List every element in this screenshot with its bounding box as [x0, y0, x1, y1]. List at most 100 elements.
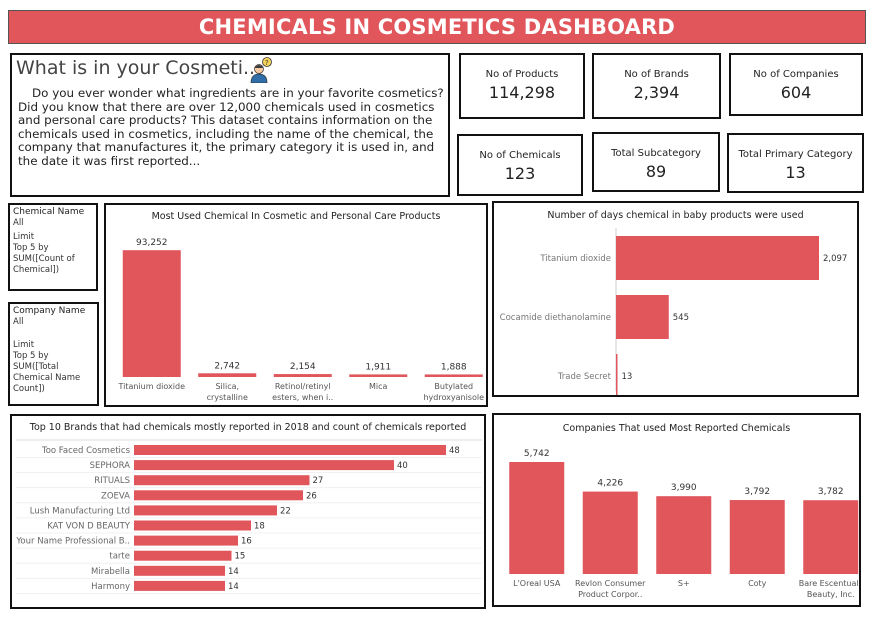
category-label: Revlon Consumer Product Corpor..: [575, 579, 646, 599]
kpi-value: 2,394: [633, 83, 680, 102]
category-label: KAT VON D BEAUTY: [47, 522, 131, 532]
bar: [803, 500, 859, 574]
bar: [134, 550, 232, 561]
data-label: 22: [280, 506, 291, 516]
data-label: 14: [228, 582, 239, 592]
bar: [134, 490, 303, 501]
category-label: RITUALS: [94, 476, 130, 486]
bar: [134, 535, 238, 546]
filter-limit-label: Limit: [13, 232, 35, 242]
bar: [616, 295, 669, 339]
kpi-label: No of Companies: [753, 69, 839, 80]
dashboard-title: CHEMICALS IN COSMETICS DASHBOARD: [8, 10, 866, 44]
data-label: 93,252: [136, 238, 168, 248]
kpi-value: 604: [780, 83, 812, 102]
chart-title: Number of days chemical in baby products…: [547, 210, 804, 221]
bar: [134, 445, 446, 455]
kpi-brands: No of Brands 2,394: [592, 53, 721, 119]
category-label: Cocamide diethanolamine: [500, 313, 611, 323]
filter-limit-text: Top 5 by SUM([Total Chemical Name Count]…: [13, 351, 81, 394]
category-label: S+: [678, 579, 690, 588]
data-label: 3,792: [744, 487, 770, 497]
bar: [134, 580, 225, 591]
category-label: Mica: [369, 382, 388, 391]
category-label: Your Name Professional B..: [15, 537, 130, 547]
bar: [582, 491, 638, 574]
data-label: 18: [254, 522, 265, 532]
category-label: Harmony: [91, 582, 130, 592]
chart-title: Most Used Chemical In Cosmetic and Perso…: [151, 211, 441, 222]
category-label: L'Oreal USA: [513, 579, 561, 588]
kpi-companies: No of Companies 604: [729, 53, 863, 116]
category-label: Butylated hydroxyanisole: [423, 382, 484, 402]
data-label: 2,154: [290, 362, 316, 372]
intro-title: What is in your Cosmeti..: [16, 57, 256, 79]
data-label: 545: [673, 313, 689, 323]
category-label: Too Faced Cosmetics: [41, 446, 131, 456]
data-label: 3,990: [671, 483, 697, 493]
category-label: Trade Secret: [557, 372, 612, 382]
data-label: 4,226: [597, 479, 623, 489]
data-label: 1,888: [441, 362, 467, 372]
svg-text:?: ?: [265, 59, 269, 67]
intro-text: Do you ever wonder what ingredients are …: [18, 86, 444, 168]
bar: [729, 500, 785, 574]
kpi-label: Total Subcategory: [611, 148, 701, 159]
kpi-value: 114,298: [488, 83, 556, 102]
kpi-chemicals: No of Chemicals 123: [457, 134, 583, 196]
category-label: Bare Escentuals Beauty, Inc.: [799, 579, 859, 599]
kpi-subcategory: Total Subcategory 89: [592, 132, 720, 192]
category-label: SEPHORA: [90, 461, 131, 471]
category-label: Mirabella: [91, 567, 130, 577]
bar: [134, 565, 225, 576]
kpi-label: No of Brands: [624, 69, 689, 80]
category-label: Lush Manufacturing Ltd: [30, 506, 130, 516]
filter-title: Chemical Name: [13, 207, 85, 217]
top-brands-chart: Top 10 Brands that had chemicals mostly …: [10, 414, 486, 609]
data-label: 27: [313, 476, 324, 486]
data-label: 14: [228, 567, 239, 577]
data-label: 40: [397, 461, 408, 471]
intro-panel: What is in your Cosmeti.. ? Do you ever …: [10, 53, 450, 197]
category-label: Retinol/retinyl esters, when i..: [272, 382, 333, 402]
filter-value[interactable]: All: [13, 218, 24, 228]
category-label: tarte: [109, 552, 130, 562]
bar: [134, 505, 277, 516]
kpi-products: No of Products 114,298: [459, 53, 585, 119]
data-label: 16: [241, 537, 252, 547]
data-label: 1,911: [365, 362, 391, 372]
most-used-chemical-chart: Most Used Chemical In Cosmetic and Perso…: [104, 203, 488, 407]
person-thinking-icon: ?: [250, 57, 272, 87]
filter-value[interactable]: All: [13, 317, 24, 327]
bar: [656, 496, 712, 574]
data-label: 2,742: [214, 361, 240, 371]
chart-title: Top 10 Brands that had chemicals mostly …: [29, 422, 467, 433]
kpi-primary-category: Total Primary Category 13: [727, 133, 864, 193]
kpi-label: Total Primary Category: [738, 149, 853, 160]
bar: [134, 460, 394, 471]
kpi-value: 89: [645, 162, 667, 181]
company-name-filter[interactable]: Company Name All Limit Top 5 by SUM([Tot…: [8, 302, 99, 406]
data-label: 5,742: [524, 449, 550, 459]
baby-products-chart-svg: Titanium dioxide 2,097 Cocamide diethanola…: [500, 228, 847, 395]
chemical-name-filter[interactable]: Chemical Name All Limit Top 5 by SUM([Co…: [8, 203, 98, 291]
data-label: 13: [622, 372, 633, 382]
top-brands-chart-svg: Too Faced Cosmetics 48 SEPHORA 40 RITUALS 27 Z…: [15, 439, 482, 594]
chart-title: Companies That used Most Reported Chemic…: [562, 423, 791, 434]
kpi-label: No of Chemicals: [479, 150, 561, 161]
data-label: 48: [449, 446, 460, 456]
bar: [424, 374, 483, 377]
filter-limit-text: Top 5 by SUM([Count of Chemical]): [13, 243, 75, 275]
category-label: Titanium dioxide: [117, 382, 185, 391]
kpi-label: No of Products: [485, 69, 559, 80]
bar: [509, 462, 565, 574]
bar: [616, 236, 819, 280]
filter-title: Company Name: [13, 306, 86, 316]
data-label: 2,097: [823, 254, 847, 264]
data-label: 15: [235, 552, 246, 562]
most-used-chart-svg: 93,252 Titanium dioxide 2,742 Silica, crysta…: [117, 238, 484, 402]
companies-chart: Companies That used Most Reported Chemic…: [492, 413, 861, 607]
kpi-value: 123: [504, 164, 536, 183]
bar: [134, 520, 251, 531]
category-label: ZOEVA: [101, 491, 130, 501]
